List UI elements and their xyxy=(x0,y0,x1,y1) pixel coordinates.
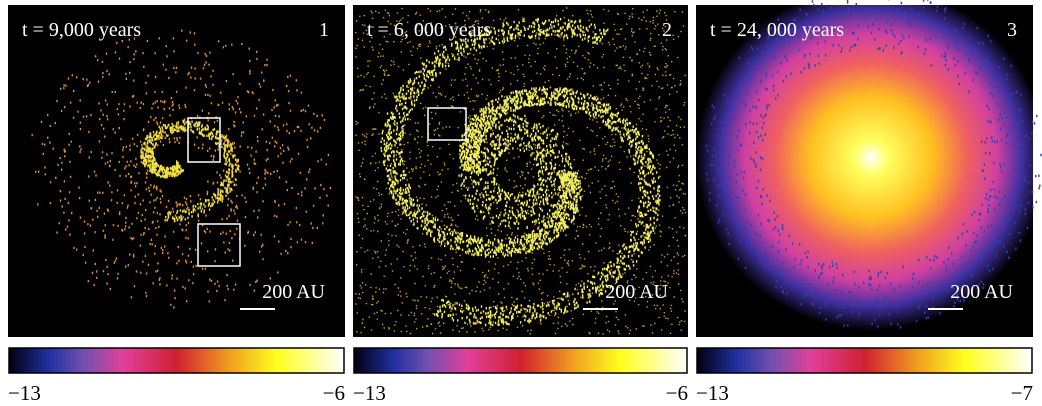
density-glow xyxy=(696,5,1033,337)
colorbar-max: −7 xyxy=(1011,381,1033,405)
colorbar-min: −13 xyxy=(8,381,41,405)
time-label: t = 9,000 years xyxy=(22,19,141,41)
colorbar-max: −6 xyxy=(323,381,345,405)
panel-index: 3 xyxy=(1007,19,1017,41)
colorbar-min: −13 xyxy=(353,381,386,405)
panel-index: 1 xyxy=(319,19,329,41)
colorbar-min: −13 xyxy=(696,381,729,405)
zoom-box xyxy=(427,107,467,141)
colorbar-max: −6 xyxy=(666,381,688,405)
panel-index: 2 xyxy=(662,19,672,41)
scale-label: 200 AU xyxy=(262,281,325,303)
time-label: t = 24, 000 years xyxy=(710,19,844,41)
particles xyxy=(705,0,1042,329)
particles xyxy=(380,17,661,327)
particles xyxy=(140,119,240,223)
colorbar xyxy=(353,347,688,374)
scale-label: 200 AU xyxy=(950,281,1013,303)
time-label: t = 6, 000 years xyxy=(367,19,491,41)
scale-label: 200 AU xyxy=(605,281,668,303)
zoom-box xyxy=(187,117,221,163)
colorbar xyxy=(696,347,1033,374)
colorbar xyxy=(8,347,345,374)
zoom-box xyxy=(197,223,241,267)
